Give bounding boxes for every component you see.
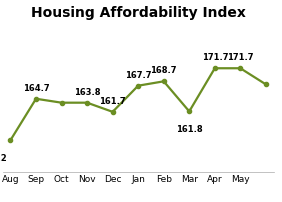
Text: 168.7: 168.7 xyxy=(151,66,177,75)
Title: Housing Affordability Index: Housing Affordability Index xyxy=(31,6,246,20)
Text: 163.8: 163.8 xyxy=(74,87,100,96)
Text: 167.7: 167.7 xyxy=(125,70,151,79)
Text: 171.7: 171.7 xyxy=(227,53,254,62)
Text: 155.2: 155.2 xyxy=(0,153,6,162)
Text: 161.8: 161.8 xyxy=(176,124,202,133)
Text: 171.7: 171.7 xyxy=(202,53,228,62)
Text: 161.7: 161.7 xyxy=(99,96,126,105)
Text: 164.7: 164.7 xyxy=(23,83,49,92)
